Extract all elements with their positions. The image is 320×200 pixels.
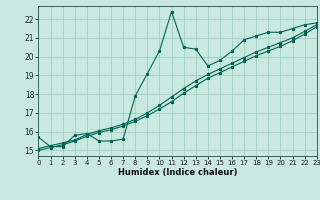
X-axis label: Humidex (Indice chaleur): Humidex (Indice chaleur) (118, 168, 237, 177)
